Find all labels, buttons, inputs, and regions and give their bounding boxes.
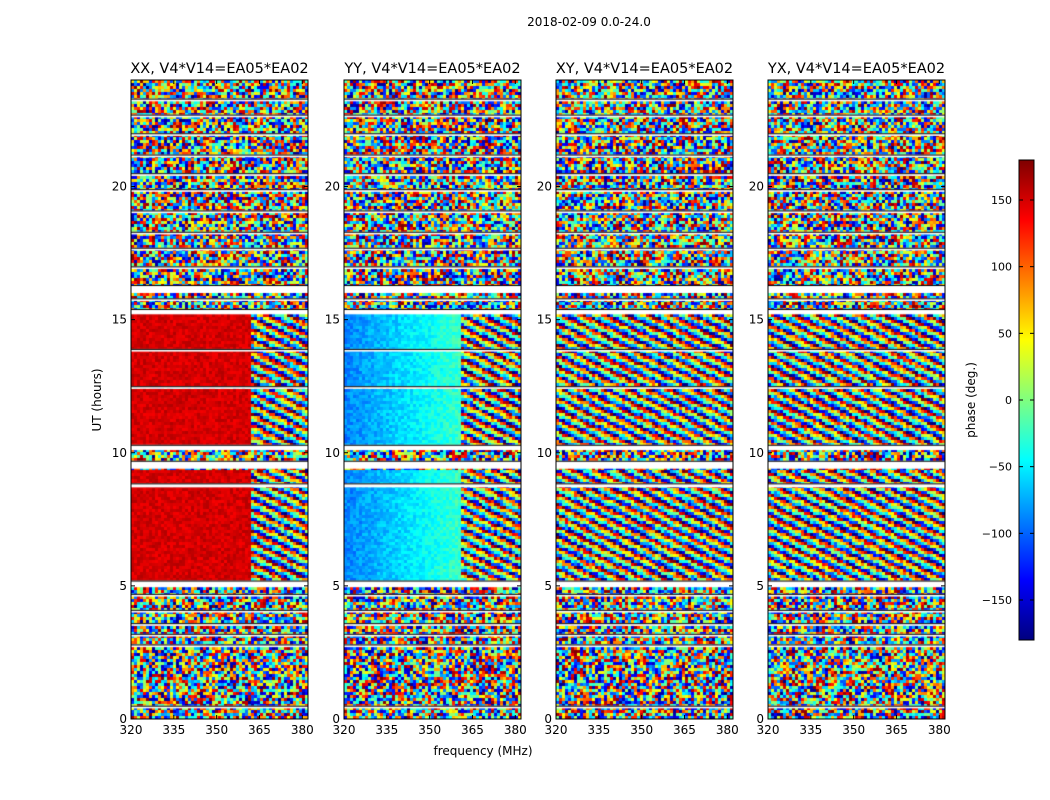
panel-title: YY, V4*V14=EA05*EA02: [343, 61, 520, 77]
panel-yx: YX, V4*V14=EA05*EA02 320 335 350 365 380 0 5 10 1…: [749, 61, 951, 737]
panel-yy: YY, V4*V14=EA05*EA02 320 335 350 365 380 0 5 10 1…: [325, 61, 527, 737]
y-tick-label: 20: [537, 180, 552, 194]
y-tick-label: 0: [332, 712, 340, 726]
panel-xx: XX, V4*V14=EA05*EA02 320 335 350 365 380 0 5 10 1…: [112, 61, 314, 737]
x-axis-label: frequency (MHz): [433, 744, 532, 758]
figure-title: 2018-02-09 0.0-24.0: [527, 15, 651, 29]
x-tick-label: 380: [716, 723, 739, 737]
x-tick-label: 350: [418, 723, 441, 737]
panel-title: YX, V4*V14=EA05*EA02: [767, 61, 945, 77]
x-tick-label: 335: [587, 723, 610, 737]
y-tick-label: 15: [537, 313, 552, 327]
panel-xy: XY, V4*V14=EA05*EA02 320 335 350 365 380 0 5 10 1…: [537, 61, 739, 737]
y-tick-label: 0: [756, 712, 764, 726]
panel-title: XX, V4*V14=EA05*EA02: [130, 61, 308, 77]
x-tick-label: 320: [757, 723, 780, 737]
x-tick-label: 365: [248, 723, 271, 737]
x-tick-label: 350: [205, 723, 228, 737]
y-tick-label: 15: [112, 313, 127, 327]
y-tick-label: 5: [119, 579, 127, 593]
colorbar-tick-label: −150: [982, 594, 1012, 607]
panel-title: XY, V4*V14=EA05*EA02: [556, 61, 733, 77]
y-tick-label: 0: [119, 712, 127, 726]
x-tick-label: 335: [375, 723, 398, 737]
panel-frame: [343, 79, 522, 720]
heatmap-image: [131, 80, 308, 719]
colorbar-tick-label: −50: [989, 461, 1012, 474]
y-tick-label: 15: [749, 313, 764, 327]
x-tick-label: 335: [799, 723, 822, 737]
y-axis-label: UT (hours): [90, 368, 104, 431]
y-tick-label: 20: [325, 180, 340, 194]
panel-frame: [555, 79, 734, 720]
x-tick-label: 365: [673, 723, 696, 737]
y-tick-label: 15: [325, 313, 340, 327]
y-tick-label: 5: [756, 579, 764, 593]
y-tick-label: 10: [325, 446, 340, 460]
heatmap-image: [556, 80, 733, 719]
y-tick-label: 10: [749, 446, 764, 460]
colorbar-tick-label: 100: [991, 261, 1012, 274]
y-tick-label: 10: [537, 446, 552, 460]
x-tick-label: 365: [885, 723, 908, 737]
x-tick-label: 380: [928, 723, 951, 737]
heatmap-image: [344, 80, 521, 719]
y-tick-label: 20: [749, 180, 764, 194]
panel-frame: [767, 79, 946, 720]
colorbar-ticks: −150 −100 −50 0 50 100 150: [982, 194, 1034, 607]
x-tick-label: 320: [120, 723, 143, 737]
x-tick-label: 320: [333, 723, 356, 737]
colorbar-label: phase (deg.): [964, 362, 978, 438]
x-tick-label: 365: [461, 723, 484, 737]
heatmap-image: [768, 80, 945, 719]
panel-frame: [130, 79, 309, 720]
colorbar-tick-label: 150: [991, 194, 1012, 207]
colorbar-tick-label: 0: [1005, 394, 1012, 407]
y-tick-label: 5: [544, 579, 552, 593]
x-tick-label: 350: [630, 723, 653, 737]
x-tick-label: 335: [162, 723, 185, 737]
colorbar: −150 −100 −50 0 50 100 150 phase (deg.): [964, 159, 1035, 641]
y-tick-label: 20: [112, 180, 127, 194]
y-tick-label: 5: [332, 579, 340, 593]
y-tick-label: 0: [544, 712, 552, 726]
x-tick-label: 380: [504, 723, 527, 737]
panels: XX, V4*V14=EA05*EA02 320 335 350 365 380 0 5 10 1…: [112, 61, 951, 737]
colorbar-tick-label: −100: [982, 527, 1012, 540]
x-tick-label: 350: [842, 723, 865, 737]
x-tick-label: 320: [545, 723, 568, 737]
x-tick-label: 380: [291, 723, 314, 737]
colorbar-tick-label: 50: [998, 327, 1012, 340]
y-tick-label: 10: [112, 446, 127, 460]
